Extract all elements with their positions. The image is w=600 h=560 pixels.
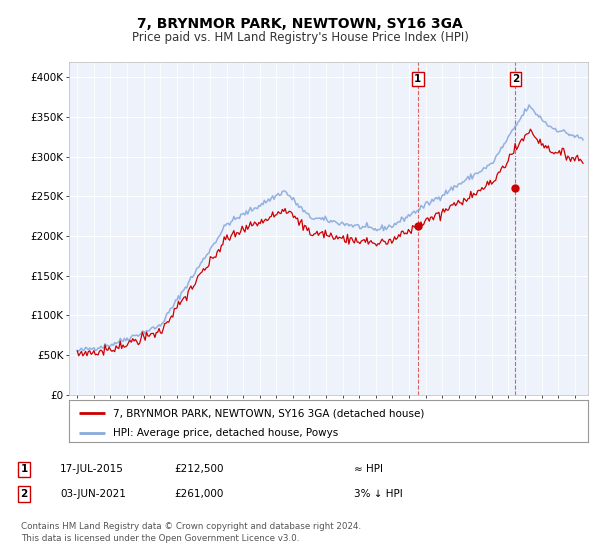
- Text: 1: 1: [20, 464, 28, 474]
- Text: Contains HM Land Registry data © Crown copyright and database right 2024.
This d: Contains HM Land Registry data © Crown c…: [21, 522, 361, 543]
- Text: ≈ HPI: ≈ HPI: [354, 464, 383, 474]
- Text: 1: 1: [414, 74, 421, 84]
- Text: Price paid vs. HM Land Registry's House Price Index (HPI): Price paid vs. HM Land Registry's House …: [131, 31, 469, 44]
- Text: £212,500: £212,500: [174, 464, 223, 474]
- Text: 2: 2: [20, 489, 28, 499]
- Text: 7, BRYNMOR PARK, NEWTOWN, SY16 3GA (detached house): 7, BRYNMOR PARK, NEWTOWN, SY16 3GA (deta…: [113, 408, 424, 418]
- Text: 17-JUL-2015: 17-JUL-2015: [60, 464, 124, 474]
- Text: 3% ↓ HPI: 3% ↓ HPI: [354, 489, 403, 499]
- Text: £261,000: £261,000: [174, 489, 223, 499]
- Text: 7, BRYNMOR PARK, NEWTOWN, SY16 3GA: 7, BRYNMOR PARK, NEWTOWN, SY16 3GA: [137, 17, 463, 31]
- Text: 03-JUN-2021: 03-JUN-2021: [60, 489, 126, 499]
- Text: 2: 2: [512, 74, 519, 84]
- Text: HPI: Average price, detached house, Powys: HPI: Average price, detached house, Powy…: [113, 428, 338, 438]
